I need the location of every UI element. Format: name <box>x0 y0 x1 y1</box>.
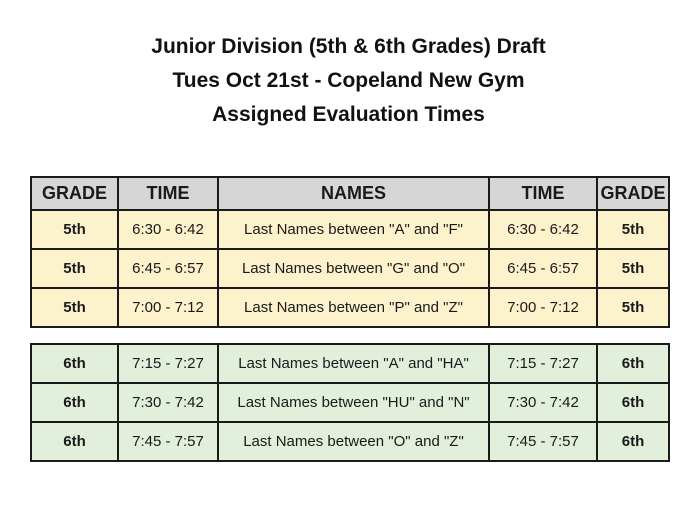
time-cell: 6:30 - 6:42 <box>488 209 598 250</box>
grade-cell: 6th <box>30 421 119 462</box>
column-header-names: NAMES <box>217 176 490 211</box>
time-cell: 7:45 - 7:57 <box>117 421 219 462</box>
names-cell: Last Names between "G" and "O" <box>217 248 490 289</box>
grade-cell: 6th <box>596 343 670 384</box>
time-cell: 7:00 - 7:12 <box>117 287 219 328</box>
time-cell: 7:00 - 7:12 <box>488 287 598 328</box>
grade-cell: 5th <box>30 287 119 328</box>
table-row: 5th 6:30 - 6:42 Last Names between "A" a… <box>30 209 670 250</box>
grade-cell: 5th <box>596 287 670 328</box>
grade-cell: 5th <box>596 209 670 250</box>
column-header-time-left: TIME <box>117 176 219 211</box>
time-cell: 7:30 - 7:42 <box>488 382 598 423</box>
page-title: Junior Division (5th & 6th Grades) Draft… <box>0 0 697 132</box>
schedule-table-6th: 6th 7:15 - 7:27 Last Names between "A" a… <box>30 343 670 462</box>
grade-cell: 5th <box>30 248 119 289</box>
title-line-2: Tues Oct 21st - Copeland New Gym <box>172 69 525 92</box>
table-row: 5th 7:00 - 7:12 Last Names between "P" a… <box>30 287 670 328</box>
table-row: 6th 7:30 - 7:42 Last Names between "HU" … <box>30 382 670 423</box>
names-cell: Last Names between "A" and "HA" <box>217 343 490 384</box>
grade-cell: 5th <box>596 248 670 289</box>
column-header-time-right: TIME <box>488 176 598 211</box>
schedule-tables: GRADE TIME NAMES TIME GRADE 5th 6:30 - 6… <box>30 176 670 462</box>
names-cell: Last Names between "A" and "F" <box>217 209 490 250</box>
table-gap <box>30 328 668 343</box>
title-line-3: Assigned Evaluation Times <box>212 103 485 126</box>
table-row: 6th 7:15 - 7:27 Last Names between "A" a… <box>30 343 670 384</box>
time-cell: 6:45 - 6:57 <box>117 248 219 289</box>
grade-cell: 6th <box>30 343 119 384</box>
title-line-1: Junior Division (5th & 6th Grades) Draft <box>151 35 546 58</box>
time-cell: 7:45 - 7:57 <box>488 421 598 462</box>
time-cell: 7:15 - 7:27 <box>117 343 219 384</box>
grade-cell: 6th <box>596 421 670 462</box>
time-cell: 7:15 - 7:27 <box>488 343 598 384</box>
column-header-grade-right: GRADE <box>596 176 670 211</box>
column-header-grade-left: GRADE <box>30 176 119 211</box>
grade-cell: 6th <box>596 382 670 423</box>
names-cell: Last Names between "P" and "Z" <box>217 287 490 328</box>
table-row: 5th 6:45 - 6:57 Last Names between "G" a… <box>30 248 670 289</box>
names-cell: Last Names between "HU" and "N" <box>217 382 490 423</box>
header-row: GRADE TIME NAMES TIME GRADE <box>30 176 670 211</box>
time-cell: 7:30 - 7:42 <box>117 382 219 423</box>
grade-cell: 6th <box>30 382 119 423</box>
time-cell: 6:45 - 6:57 <box>488 248 598 289</box>
schedule-table-5th: GRADE TIME NAMES TIME GRADE 5th 6:30 - 6… <box>30 176 670 328</box>
time-cell: 6:30 - 6:42 <box>117 209 219 250</box>
grade-cell: 5th <box>30 209 119 250</box>
names-cell: Last Names between "O" and "Z" <box>217 421 490 462</box>
table-row: 6th 7:45 - 7:57 Last Names between "O" a… <box>30 421 670 462</box>
